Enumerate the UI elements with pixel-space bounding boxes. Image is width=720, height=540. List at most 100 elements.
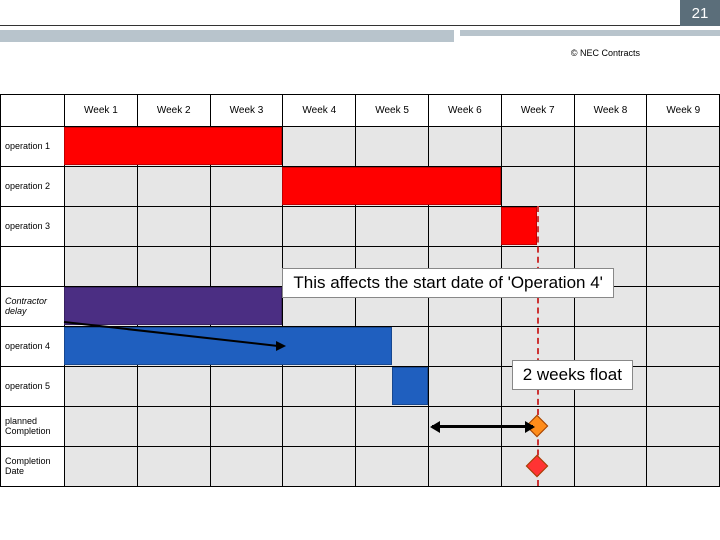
week-header: Week 4: [283, 95, 356, 127]
gantt-cell: [65, 447, 138, 487]
gantt-cell: [210, 247, 283, 287]
header-bar: 21: [0, 0, 720, 26]
gantt-cell: [65, 127, 138, 167]
gantt-cell: [210, 287, 283, 327]
row-label: planned Completion: [1, 407, 65, 447]
gantt-cell: [137, 287, 210, 327]
gantt-cell: [428, 327, 501, 367]
gantt-cell: [647, 407, 720, 447]
gantt-cell: [647, 367, 720, 407]
gantt-cell: [137, 327, 210, 367]
gantt-cell: [428, 167, 501, 207]
gantt-cell: [647, 207, 720, 247]
gantt-cell: [65, 367, 138, 407]
gantt-cell: [137, 367, 210, 407]
gantt-row: operation 2: [1, 167, 720, 207]
callout-box: This affects the start date of 'Operatio…: [282, 268, 614, 298]
gantt-cell: [356, 127, 429, 167]
week-header: Week 7: [501, 95, 574, 127]
gantt-cell: [501, 167, 574, 207]
gantt-cell: [137, 407, 210, 447]
row-label: operation 3: [1, 207, 65, 247]
week-header: Week 9: [647, 95, 720, 127]
gantt-cell: [428, 127, 501, 167]
gantt-cell: [356, 207, 429, 247]
gantt-cell: [283, 207, 356, 247]
gantt-cell: [574, 407, 647, 447]
gantt-cell: [574, 207, 647, 247]
gantt-cell: [356, 327, 429, 367]
gantt-cell: [428, 207, 501, 247]
gantt-cell: [210, 327, 283, 367]
week-header: Week 1: [65, 95, 138, 127]
gantt-row: Completion Date: [1, 447, 720, 487]
copyright-text: © NEC Contracts: [0, 42, 720, 58]
gantt-cell: [210, 127, 283, 167]
gantt-cell: [65, 407, 138, 447]
gantt-cell: [501, 127, 574, 167]
gantt-cell: [65, 287, 138, 327]
gantt-cell: [137, 447, 210, 487]
row-label: Completion Date: [1, 447, 65, 487]
gantt-row: operation 3: [1, 207, 720, 247]
gantt-cell: [574, 447, 647, 487]
gantt-cell: [428, 447, 501, 487]
gantt-cell: [356, 167, 429, 207]
corner-cell: [1, 95, 65, 127]
gantt-cell: [65, 167, 138, 207]
gantt-cell: [65, 247, 138, 287]
row-label: [1, 247, 65, 287]
gantt-cell: [501, 207, 574, 247]
gantt-cell: [428, 367, 501, 407]
gantt-cell: [210, 367, 283, 407]
gantt-cell: [210, 407, 283, 447]
slide: 21 © NEC Contracts Week 1 Week 2 Week 3 …: [0, 0, 720, 540]
gantt-cell: [283, 367, 356, 407]
gantt-cell: [356, 367, 429, 407]
gantt-cell: [137, 207, 210, 247]
gantt-row: planned Completion: [1, 407, 720, 447]
row-label: operation 1: [1, 127, 65, 167]
row-label: operation 2: [1, 167, 65, 207]
gantt-cell: [501, 447, 574, 487]
gantt-cell: [283, 127, 356, 167]
gantt-cell: [356, 407, 429, 447]
gantt-cell: [647, 447, 720, 487]
gantt-cell: [137, 247, 210, 287]
gantt-cell: [647, 247, 720, 287]
week-header: Week 5: [356, 95, 429, 127]
gantt-row: operation 1: [1, 127, 720, 167]
gantt-cell: [647, 327, 720, 367]
gantt-cell: [137, 167, 210, 207]
week-header: Week 8: [574, 95, 647, 127]
gantt-cell: [501, 407, 574, 447]
gantt-chart: Week 1 Week 2 Week 3 Week 4 Week 5 Week …: [0, 94, 720, 487]
week-header: Week 2: [137, 95, 210, 127]
gantt-cell: [647, 127, 720, 167]
row-label: operation 4: [1, 327, 65, 367]
page-number: 21: [680, 0, 720, 26]
gantt-cell: [428, 407, 501, 447]
gantt-cell: [210, 167, 283, 207]
gantt-cell: [283, 167, 356, 207]
gantt-cell: [283, 407, 356, 447]
gantt-cell: [356, 447, 429, 487]
gantt-cell: [647, 287, 720, 327]
gantt-cell: [574, 127, 647, 167]
gantt-cell: [283, 327, 356, 367]
week-header: Week 3: [210, 95, 283, 127]
row-label: operation 5: [1, 367, 65, 407]
gantt-header-row: Week 1 Week 2 Week 3 Week 4 Week 5 Week …: [1, 95, 720, 127]
gantt-cell: [283, 447, 356, 487]
row-label: Contractor delay: [1, 287, 65, 327]
decorative-stripe: [0, 30, 720, 42]
callout-box: 2 weeks float: [512, 360, 633, 390]
week-header: Week 6: [428, 95, 501, 127]
gantt-cell: [137, 127, 210, 167]
gantt-cell: [574, 167, 647, 207]
gantt-cell: [65, 327, 138, 367]
gantt-cell: [210, 447, 283, 487]
gantt-cell: [210, 207, 283, 247]
gantt-cell: [647, 167, 720, 207]
gantt-cell: [65, 207, 138, 247]
